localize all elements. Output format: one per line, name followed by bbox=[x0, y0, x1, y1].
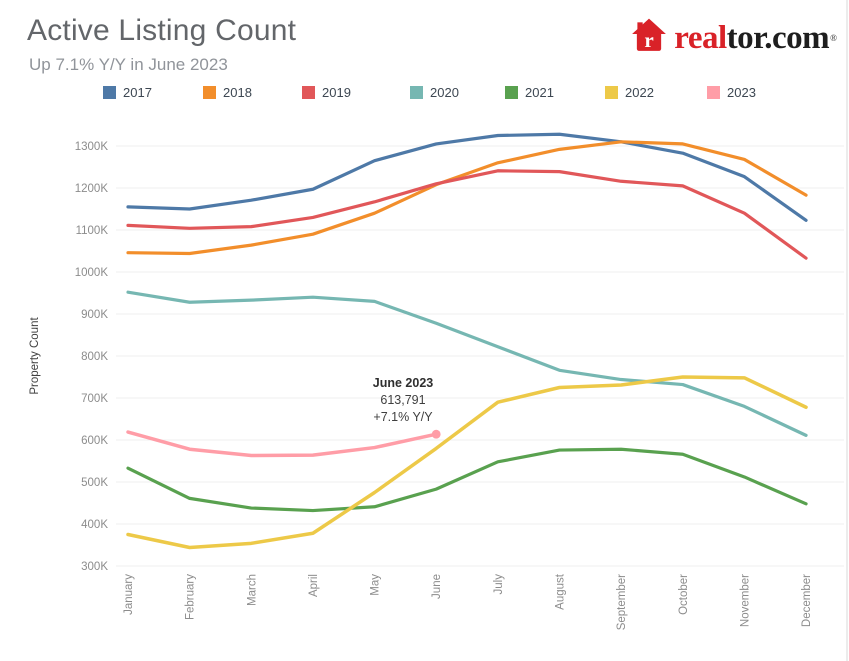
page-title: Active Listing Count bbox=[27, 14, 297, 47]
series-line-2017[interactable] bbox=[126, 132, 808, 222]
y-tick-label-800K: 800K bbox=[81, 351, 108, 363]
series-line-2018[interactable] bbox=[126, 140, 808, 256]
legend-swatch-2020 bbox=[410, 86, 423, 99]
logo-word-torcom: tor.com bbox=[726, 19, 830, 56]
legend-label-2019: 2019 bbox=[322, 85, 351, 100]
realtor-logo: r real tor.com ® bbox=[630, 16, 837, 59]
legend-swatch-2023 bbox=[707, 86, 720, 99]
y-tick-label-400K: 400K bbox=[81, 519, 108, 531]
legend-label-2022: 2022 bbox=[625, 85, 654, 100]
legend-label-2020: 2020 bbox=[430, 85, 459, 100]
x-tick-label-june: June bbox=[431, 574, 443, 599]
legend-label-2018: 2018 bbox=[223, 85, 252, 100]
y-tick-label-900K: 900K bbox=[81, 309, 108, 321]
legend-label-2021: 2021 bbox=[525, 85, 554, 100]
x-tick-label-january: January bbox=[123, 574, 135, 615]
house-icon: r bbox=[630, 16, 668, 59]
x-tick-label-april: April bbox=[308, 574, 320, 597]
legend-swatch-2017 bbox=[103, 86, 116, 99]
series-line-2021[interactable] bbox=[126, 447, 808, 513]
x-tick-label-november: November bbox=[739, 574, 751, 627]
june-2023-marker[interactable] bbox=[431, 429, 441, 439]
legend-item-2019[interactable]: 2019 bbox=[302, 85, 351, 100]
page-subtitle: Up 7.1% Y/Y in June 2023 bbox=[29, 55, 228, 74]
x-tick-label-march: March bbox=[246, 574, 258, 606]
x-tick-label-october: October bbox=[678, 574, 690, 615]
legend-swatch-2019 bbox=[302, 86, 315, 99]
y-tick-label-1100K: 1100K bbox=[76, 225, 109, 237]
y-tick-label-1200K: 1200K bbox=[75, 183, 109, 195]
y-tick-label-500K: 500K bbox=[81, 477, 108, 489]
legend-swatch-2018 bbox=[203, 86, 216, 99]
registered-trademark-icon: ® bbox=[830, 32, 837, 43]
legend-swatch-2022 bbox=[605, 86, 618, 99]
legend-item-2017[interactable]: 2017 bbox=[103, 85, 152, 100]
x-tick-label-february: February bbox=[185, 574, 197, 620]
x-tick-label-december: December bbox=[801, 574, 813, 627]
x-tick-label-may: May bbox=[370, 574, 382, 596]
series-line-2020[interactable] bbox=[126, 290, 808, 437]
legend-item-2023[interactable]: 2023 bbox=[707, 85, 756, 100]
y-tick-label-1000K: 1000K bbox=[75, 267, 109, 279]
x-tick-label-september: September bbox=[616, 574, 628, 630]
chart-legend: 2017 2018 2019 2020 2021 2022 2023 bbox=[0, 85, 849, 105]
legend-label-2023: 2023 bbox=[727, 85, 756, 100]
series-line-2023[interactable] bbox=[126, 430, 438, 458]
page-right-border bbox=[846, 0, 848, 661]
legend-item-2021[interactable]: 2021 bbox=[505, 85, 554, 100]
y-axis-title: Property Count bbox=[29, 317, 41, 395]
svg-text:r: r bbox=[645, 28, 654, 52]
x-tick-label-july: July bbox=[493, 574, 505, 595]
series-line-2022[interactable] bbox=[126, 375, 808, 550]
y-tick-label-600K: 600K bbox=[81, 435, 108, 447]
legend-swatch-2021 bbox=[505, 86, 518, 99]
logo-word-real: real bbox=[674, 19, 727, 56]
y-tick-label-1300K: 1300K bbox=[75, 141, 109, 153]
legend-label-2017: 2017 bbox=[123, 85, 152, 100]
series-line-2019[interactable] bbox=[126, 169, 808, 260]
y-tick-label-700K: 700K bbox=[81, 393, 108, 405]
x-tick-label-august: August bbox=[554, 573, 566, 610]
legend-item-2022[interactable]: 2022 bbox=[605, 85, 654, 100]
y-tick-label-300K: 300K bbox=[81, 561, 108, 573]
legend-item-2020[interactable]: 2020 bbox=[410, 85, 459, 100]
legend-item-2018[interactable]: 2018 bbox=[203, 85, 252, 100]
